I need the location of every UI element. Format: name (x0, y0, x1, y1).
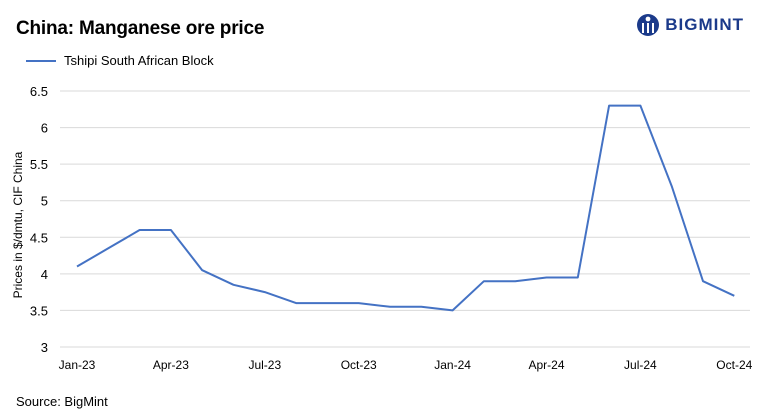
x-tick-label: Jul-24 (624, 358, 657, 372)
y-tick-label: 5 (41, 194, 48, 209)
x-tick-label: Jul-23 (248, 358, 281, 372)
source-note: Source: BigMint (16, 394, 108, 409)
x-tick-label: Oct-24 (716, 358, 752, 372)
chart-legend: Tshipi South African Block (26, 53, 214, 68)
y-tick-label: 6.5 (30, 84, 48, 99)
y-tick-label: 4 (41, 267, 48, 282)
x-tick-label: Apr-23 (153, 358, 189, 372)
y-tick-label: 6 (41, 121, 48, 136)
x-tick-label: Apr-24 (528, 358, 564, 372)
brand-name: BIGMINT (665, 15, 744, 34)
x-tick-label: Jan-23 (59, 358, 96, 372)
chart-title: China: Manganese ore price (16, 18, 265, 39)
y-tick-label: 3 (41, 340, 48, 355)
y-axis-label: Prices in $/dmtu, CIF China (11, 151, 25, 298)
x-tick-label: Jan-24 (434, 358, 471, 372)
y-tick-label: 5.5 (30, 157, 48, 172)
x-tick-label: Oct-23 (341, 358, 377, 372)
legend-swatch (26, 59, 56, 62)
legend-label: Tshipi South African Block (64, 53, 214, 68)
y-tick-label: 3.5 (30, 303, 48, 318)
brand-logo: BIGMINT (636, 12, 744, 38)
y-tick-label: 4.5 (30, 230, 48, 245)
series-line (76, 104, 735, 312)
bigmint-logo-icon (637, 14, 660, 36)
